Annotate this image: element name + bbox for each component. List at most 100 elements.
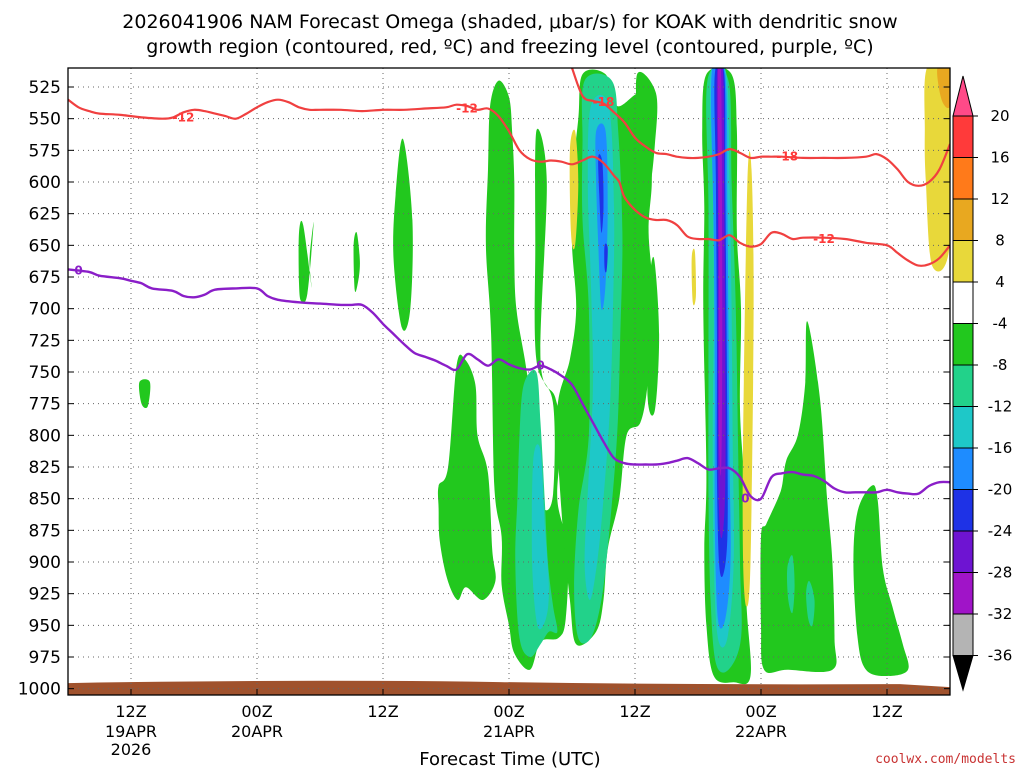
x-tick-label: 12Z: [115, 702, 146, 721]
x-tick-date: 22APR: [735, 722, 787, 741]
colorbar-label: -32: [988, 605, 1013, 623]
omega-shading: [68, 68, 950, 695]
colorbar-label: -36: [988, 647, 1013, 665]
colorbar-label: -16: [988, 439, 1013, 457]
x-tick-date: 19APR: [105, 722, 157, 741]
colorbar-label: 12: [990, 190, 1009, 208]
dgz-isotherm-m12: [68, 98, 950, 267]
y-tick-label: 950: [29, 616, 61, 636]
colorbar-cap-bottom: [952, 655, 974, 692]
omega-region-27: [569, 129, 579, 250]
colorbar-swatch: [952, 406, 974, 449]
omega-region-15: [786, 555, 795, 614]
x-tick-date: 21APR: [483, 722, 535, 741]
isotherm-contours: [68, 68, 950, 502]
ground-fill: [68, 680, 950, 695]
contour-label: -12: [173, 110, 195, 124]
y-tick-label: 825: [29, 458, 61, 478]
contour-label: 0: [74, 264, 82, 278]
colorbar-label: -12: [988, 398, 1013, 416]
y-tick-label: 650: [29, 236, 61, 256]
colorbar-swatch: [952, 364, 974, 407]
credit-text: coolwx.com/modelts: [875, 752, 1016, 767]
colorbar-label: 8: [995, 232, 1005, 250]
x-tick-label: 12Z: [367, 702, 398, 721]
omega-region-7: [635, 71, 658, 211]
x-axis-label: Forecast Time (UTC): [419, 749, 600, 768]
y-tick-label: 750: [29, 363, 61, 383]
colorbar-label: -28: [988, 564, 1013, 582]
omega-region-17: [531, 444, 549, 630]
omega-region-11: [853, 485, 909, 676]
colorbar-swatch: [952, 489, 974, 532]
contour-labels: -12 -12 -12 -18 -18 0 0 0: [74, 95, 835, 505]
colorbar-label: -24: [988, 522, 1013, 540]
colorbar-legend: 20 16 12 8 4 -4 -8 -12 -16 -20 -24 -28 -32 -36: [952, 75, 1013, 692]
colorbar-label: -20: [988, 481, 1013, 499]
colorbar-label: 4: [995, 273, 1005, 291]
x-tick-label: 12Z: [871, 702, 902, 721]
omega-region-10: [760, 321, 837, 673]
y-tick-label: 875: [29, 521, 61, 541]
x-tick-year: 2026: [111, 740, 152, 759]
chart-title-line-1: 2026041906 NAM Forecast Omega (shaded, μ…: [122, 11, 897, 33]
x-tick-label: 00Z: [745, 702, 776, 721]
y-tick-label: 725: [29, 331, 61, 351]
contour-label: 0: [536, 359, 544, 373]
contour-label: -12: [456, 102, 478, 116]
colorbar-swatch: [952, 281, 974, 324]
grid-lines: [68, 68, 950, 695]
colorbar-swatch: [952, 530, 974, 573]
omega-region-26: [717, 68, 723, 476]
y-tick-label: 975: [29, 648, 61, 668]
colorbar-swatch: [952, 157, 974, 200]
freezing-level-line: [68, 268, 950, 502]
y-tick-label: 925: [29, 585, 61, 605]
x-tick-date: 20APR: [231, 722, 283, 741]
colorbar-swatch: [952, 572, 974, 615]
colorbar-swatch: [952, 240, 974, 283]
dgz-isotherm-m18: [570, 68, 950, 187]
colorbar-swatch: [952, 613, 974, 656]
contour-label: 0: [741, 492, 749, 506]
omega-region-23: [604, 243, 608, 273]
contour-label: -18: [593, 95, 615, 109]
omega-region-31: [937, 68, 950, 109]
omega-region-8: [647, 256, 660, 416]
y-tick-label: 850: [29, 490, 61, 510]
colorbar-swatch: [952, 115, 974, 158]
contour-label: -12: [813, 232, 835, 246]
colorbar-label: -4: [993, 315, 1008, 333]
omega-region-22: [598, 154, 604, 233]
colorbar-label: 16: [990, 149, 1009, 167]
colorbar-swatch: [952, 198, 974, 241]
chart-title-line-2: growth region (contoured, red, ºC) and f…: [146, 36, 873, 58]
colorbar-swatch: [952, 447, 974, 490]
omega-region-29: [742, 151, 754, 607]
pressure-axis: 525 550 575 600 625 650 675 700 725 750 775 800 825 8…: [18, 78, 950, 700]
y-tick-label: 700: [29, 300, 61, 320]
colorbar-swatch: [952, 323, 974, 366]
y-tick-label: 550: [29, 110, 61, 130]
y-tick-label: 525: [29, 78, 61, 98]
colorbar-label: 20: [990, 107, 1009, 125]
omega-region-1: [138, 379, 151, 409]
y-tick-label: 625: [29, 205, 61, 225]
y-tick-label: 675: [29, 268, 61, 288]
contour-label: -18: [776, 150, 798, 164]
x-tick-label: 00Z: [493, 702, 524, 721]
y-tick-label: 775: [29, 395, 61, 415]
y-tick-label: 575: [29, 141, 61, 161]
omega-region-4: [437, 354, 496, 601]
omega-region-0: [298, 220, 314, 303]
omega-region-3: [393, 138, 413, 331]
y-tick-label: 900: [29, 553, 61, 573]
y-tick-label: 1000: [18, 680, 61, 700]
omega-region-16: [806, 580, 815, 627]
colorbar-cap-top: [952, 75, 974, 117]
y-tick-label: 600: [29, 173, 61, 193]
x-tick-label: 12Z: [619, 702, 650, 721]
y-tick-label: 800: [29, 426, 61, 446]
